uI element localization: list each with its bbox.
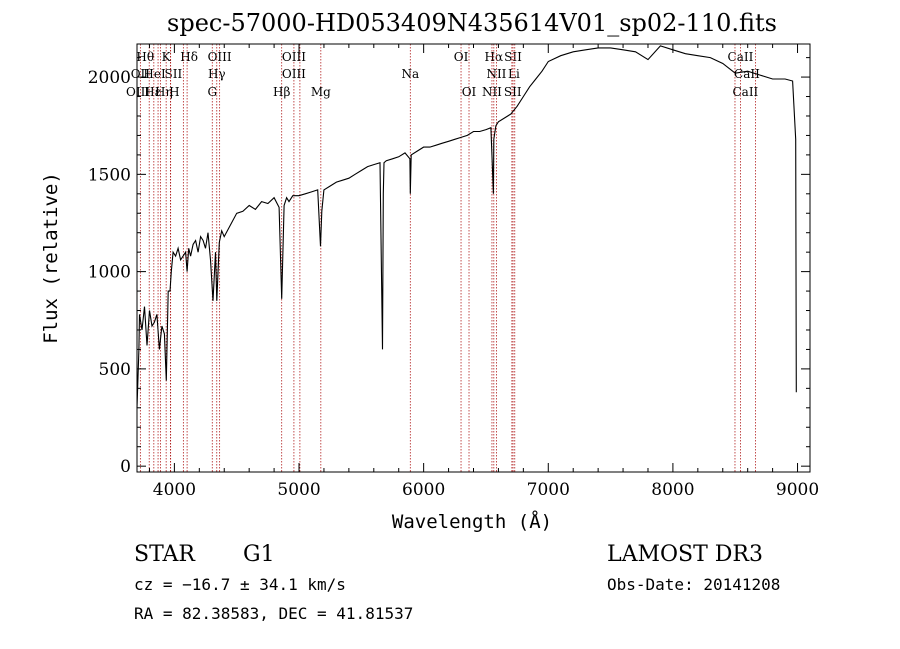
spectral-line-label: CaII xyxy=(728,50,754,64)
spectral-line-label: OIII xyxy=(208,50,232,64)
x-tick-label: 6000 xyxy=(402,480,445,500)
spectral-line-label: Na xyxy=(401,67,419,81)
x-tick-label: 9000 xyxy=(776,480,819,500)
spectral-line-label: OI xyxy=(462,85,477,99)
y-axis-label: Flux (relative) xyxy=(40,172,62,344)
spectrum-line xyxy=(136,45,797,408)
plot-border xyxy=(136,43,811,473)
spectral-line-label: Hγ xyxy=(208,67,226,81)
axis-ticks: 4000 5000 6000 7000 8000 9000 0 500 1000 1500 2000 xyxy=(88,44,819,500)
x-axis-label: Wavelength (Å) xyxy=(392,510,552,533)
y-tick-label: 0 xyxy=(120,457,131,477)
spectral-line-label: CaII xyxy=(732,85,758,99)
spectral-line-label: Hδ xyxy=(180,50,198,64)
x-tick-label: 8000 xyxy=(651,480,694,500)
spectral-line-label: Hθ xyxy=(136,50,154,64)
spectral-line-label: NII xyxy=(482,85,502,99)
spectral-line-label: Li xyxy=(508,67,520,81)
spectral-line-label: OIII xyxy=(282,67,306,81)
spectral-line-label: OIII xyxy=(126,85,150,99)
spectral-line-label: Hβ xyxy=(273,85,290,99)
spectral-line-label: HeI xyxy=(143,67,166,81)
spectral-line-label: Hη xyxy=(155,85,173,99)
chart-title: spec-57000-HD053409N435614V01_sp02-110.f… xyxy=(167,9,777,37)
spectral-line-label: G xyxy=(207,85,217,99)
spectral-line-label: Hε xyxy=(144,85,161,99)
spectral-line-label: OIII xyxy=(282,50,306,64)
x-tick-label: 4000 xyxy=(153,480,196,500)
x-tick-label: 7000 xyxy=(527,480,570,500)
object-class: STAR xyxy=(134,542,196,567)
redshift-cz: cz = −16.7 ± 34.1 km/s xyxy=(134,575,346,594)
spectral-line-label: OI xyxy=(454,50,469,64)
y-tick-label: 500 xyxy=(99,360,131,380)
plot-frame xyxy=(136,43,811,473)
coordinates: RA = 82.38583, DEC = 41.81537 xyxy=(134,604,413,623)
subclass: G1 xyxy=(243,542,275,567)
y-tick-label: 2000 xyxy=(88,68,131,88)
spectral-line-label: SII xyxy=(165,67,183,81)
spectral-line-label: NII xyxy=(486,67,506,81)
y-tick-label: 1500 xyxy=(88,165,131,185)
spectral-line-label: H xyxy=(169,85,179,99)
x-tick-label: 5000 xyxy=(277,480,320,500)
spectral-line-label: Hα xyxy=(485,50,504,64)
y-tick-label: 1000 xyxy=(88,263,131,283)
obs-date: Obs-Date: 20141208 xyxy=(607,575,780,594)
spectral-line-label: K xyxy=(162,50,172,64)
spectral-line-label: Mg xyxy=(311,85,331,99)
spectral-line-label: SII xyxy=(504,50,522,64)
spectral-line-label: CaII xyxy=(734,67,760,81)
spectral-line-label: SII xyxy=(504,85,522,99)
survey-name: LAMOST DR3 xyxy=(607,542,763,567)
